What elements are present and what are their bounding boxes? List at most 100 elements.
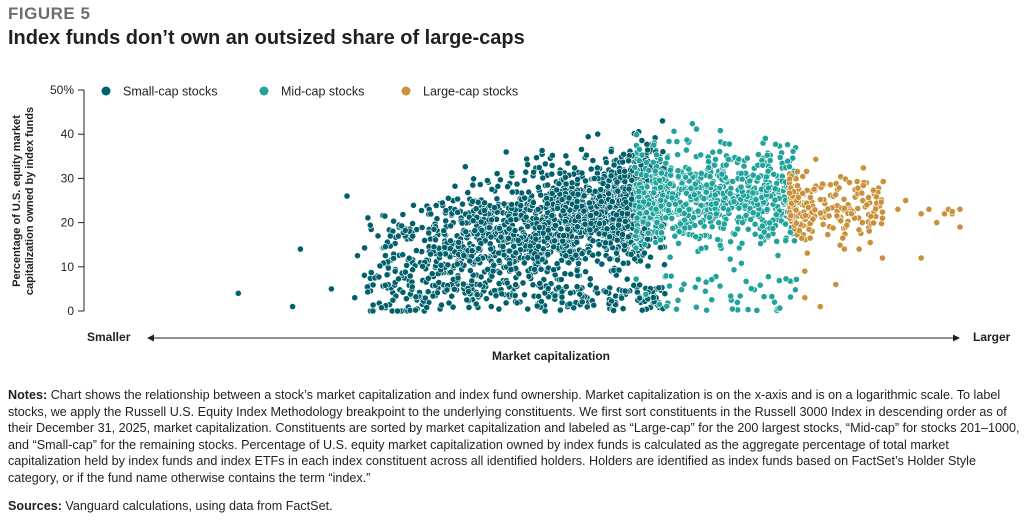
scatter-point (605, 190, 613, 198)
scatter-point (541, 289, 549, 297)
scatter-point (824, 205, 832, 213)
scatter-point (846, 179, 853, 186)
scatter-point (487, 303, 495, 310)
scatter-point (473, 291, 481, 299)
scatter-point (752, 196, 760, 204)
scatter-point (867, 212, 875, 220)
scatter-point (558, 256, 565, 264)
scatter-point (482, 295, 490, 303)
scatter-point (751, 230, 759, 238)
scatter-point (445, 299, 453, 307)
scatter-point (633, 227, 640, 235)
scatter-point (866, 239, 874, 246)
scatter-point (763, 173, 770, 181)
scatter-point (427, 210, 435, 218)
scatter-point (678, 286, 685, 294)
scatter-point (633, 214, 641, 222)
scatter-point (578, 146, 585, 153)
scatter-point (513, 180, 521, 188)
scatter-point (514, 236, 522, 244)
scatter-point (524, 161, 531, 168)
scatter-point (399, 251, 407, 259)
scatter-point (505, 234, 512, 242)
scatter-point (418, 224, 426, 231)
scatter-point (535, 164, 543, 171)
scatter-point (801, 267, 809, 275)
scatter-point (529, 281, 537, 289)
scatter-point (807, 194, 814, 201)
scatter-point (490, 261, 498, 269)
scatter-point (793, 275, 800, 283)
scatter-point (369, 301, 377, 309)
scatter-point (642, 172, 650, 179)
scatter-point (458, 219, 466, 227)
scatter-point (687, 184, 695, 192)
scatter-point (568, 179, 576, 187)
scatter-point (573, 198, 581, 205)
scatter-point (587, 165, 595, 173)
scatter-point (819, 180, 826, 188)
scatter-point (742, 277, 750, 285)
scatter-point (386, 232, 394, 240)
scatter-point (584, 133, 592, 141)
scatter-point (643, 140, 651, 148)
scatter-point (351, 294, 359, 302)
arrow-left-icon (147, 334, 154, 342)
scatter-point (692, 233, 700, 241)
scatter-point (442, 217, 450, 225)
scatter-point (659, 117, 666, 125)
scatter-point (537, 265, 545, 273)
scatter-point (770, 170, 778, 178)
scatter-point (689, 120, 696, 128)
scatter-point (621, 167, 629, 175)
scatter-point (598, 260, 606, 268)
notes-label: Notes: (8, 388, 48, 402)
scatter-point (524, 305, 532, 313)
scatter-point (661, 290, 669, 298)
scatter-point (956, 223, 964, 231)
scatter-point (657, 184, 664, 191)
scatter-point (369, 307, 377, 315)
scatter-point (381, 281, 389, 289)
scatter-point (502, 148, 510, 156)
scatter-point (406, 272, 414, 280)
scatter-point (635, 187, 643, 195)
scatter-point (571, 164, 578, 172)
scatter-point (819, 220, 827, 228)
scatter-point (485, 224, 493, 232)
scatter-point (817, 196, 824, 203)
scatter-point (879, 214, 886, 222)
scatter-point (424, 288, 432, 296)
scatter-point (410, 201, 417, 209)
scatter-point (521, 259, 528, 267)
scatter-point (532, 235, 540, 243)
scatter-point (784, 141, 791, 149)
scatter-point (564, 159, 572, 167)
scatter-point (581, 220, 589, 228)
scatter-point (395, 275, 402, 283)
scatter-point (524, 254, 532, 262)
scatter-point (836, 241, 844, 249)
scatter-point (289, 303, 296, 310)
legend-label: Large-cap stocks (423, 85, 518, 99)
scatter-point (766, 219, 774, 227)
scatter-point (706, 173, 714, 180)
scatter-point (664, 207, 672, 214)
scatter-point (794, 168, 801, 175)
scatter-point (610, 161, 618, 169)
scatter-point (523, 155, 531, 163)
scatter-point (682, 173, 689, 181)
scatter-point (390, 217, 397, 225)
scatter-point (706, 214, 713, 221)
scatter-point (587, 212, 594, 219)
scatter-point (462, 228, 470, 236)
scatter-point (872, 205, 880, 213)
scatter-point (841, 204, 848, 212)
scatter-point (630, 281, 638, 289)
scatter-point (805, 225, 813, 233)
scatter-point (705, 158, 712, 166)
scatter-point (572, 251, 580, 259)
scatter-point (653, 151, 660, 159)
scatter-point (495, 224, 503, 232)
scatter-point (496, 269, 504, 277)
